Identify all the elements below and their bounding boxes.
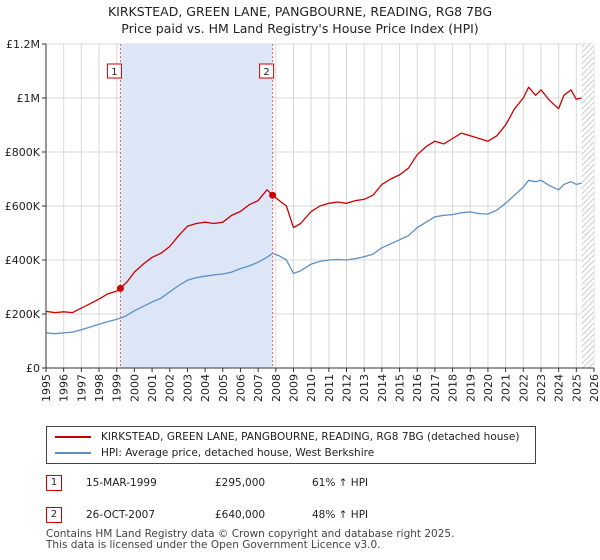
sale-point — [269, 191, 277, 199]
hpi-line — [45, 179, 582, 335]
x-tick-label: 2005 — [217, 374, 230, 402]
x-tick-label: 1999 — [111, 374, 124, 402]
sale-hpi-2: 48% ↑ HPI — [312, 509, 369, 521]
sale-marker-label: 2 — [263, 67, 269, 78]
property-price-line — [45, 86, 582, 314]
x-tick-label: 2002 — [164, 374, 177, 402]
x-tick-label: 2013 — [358, 374, 371, 402]
y-tick-label: £600K — [5, 200, 41, 213]
x-tick-label: 2009 — [287, 374, 300, 402]
y-tick-label: £1M — [17, 92, 41, 105]
x-tick-label: 2022 — [517, 374, 530, 402]
x-tick-label: 2000 — [128, 374, 141, 402]
sale-date-1: 15-MAR-1999 — [86, 477, 157, 489]
x-tick-label: 2006 — [234, 374, 247, 402]
x-tick-label: 2010 — [305, 374, 318, 402]
x-tick-label: 2003 — [181, 374, 194, 402]
sale-marker-box — [106, 63, 122, 79]
x-tick-label: 2001 — [146, 374, 159, 402]
x-tick-label: 2011 — [323, 374, 336, 402]
y-tick-label: £800K — [5, 146, 41, 159]
x-tick-label: 2012 — [341, 374, 354, 402]
x-tick-label: 2014 — [376, 374, 389, 402]
x-tick-label: 2007 — [252, 374, 265, 402]
y-tick-label: £0 — [26, 362, 40, 375]
y-tick-label: £400K — [5, 254, 41, 267]
chart-subtitle: Price paid vs. HM Land Registry's House … — [121, 21, 479, 36]
x-tick-label: 2017 — [429, 374, 442, 402]
legend-item-property: KIRKSTEAD, GREEN LANE, PANGBOURNE, READI… — [55, 431, 519, 443]
x-tick-label: 2024 — [553, 374, 566, 402]
sale-marker-box — [259, 63, 275, 79]
sale-date-2: 26-OCT-2007 — [86, 509, 155, 521]
footer-copyright: Contains HM Land Registry data © Crown c… — [46, 528, 455, 540]
x-tick-label: 2018 — [447, 374, 460, 402]
sale-marker-label: 1 — [111, 67, 117, 78]
x-tick-label: 2008 — [270, 374, 283, 402]
sale-number-1: 1 — [46, 475, 62, 491]
legend-swatch-property — [55, 436, 91, 438]
sale-price-2: £640,000 — [215, 509, 266, 521]
y-tick-label: £200K — [5, 308, 41, 321]
price-chart: 1 2 £0 £200K £400K £600K £800K £1M £1.2M 1995 199… — [5, 38, 600, 402]
footer-licence: This data is licensed under the Open Gov… — [46, 539, 381, 551]
x-tick-label: 1995 — [40, 374, 53, 402]
legend: KIRKSTEAD, GREEN LANE, PANGBOURNE, READI… — [46, 426, 536, 464]
x-tick-label: 2026 — [588, 374, 600, 402]
sale-number-2: 2 — [46, 507, 62, 523]
x-tick-label: 2021 — [500, 374, 513, 402]
legend-swatch-hpi — [55, 452, 91, 454]
legend-item-hpi: HPI: Average price, detached house, West… — [55, 447, 374, 459]
x-tick-label: 2023 — [535, 374, 548, 402]
x-tick-label: 1996 — [58, 374, 71, 402]
x-tick-label: 1998 — [93, 374, 106, 402]
x-tick-label: 1997 — [75, 374, 88, 402]
sale-hpi-1: 61% ↑ HPI — [312, 477, 369, 489]
x-tick-label: 2016 — [411, 374, 424, 402]
x-tick-label: 2019 — [464, 374, 477, 402]
x-tick-label: 2025 — [570, 374, 583, 402]
y-tick-label: £1.2M — [6, 38, 40, 51]
shaded-period — [120, 44, 273, 368]
legend-label-property: KIRKSTEAD, GREEN LANE, PANGBOURNE, READI… — [101, 431, 520, 443]
chart-title: KIRKSTEAD, GREEN LANE, PANGBOURNE, READI… — [107, 4, 493, 19]
legend-label-hpi: HPI: Average price, detached house, West… — [101, 447, 375, 459]
x-tick-label: 2004 — [199, 374, 212, 402]
footer: Contains HM Land Registry data © Crown c… — [46, 529, 454, 551]
hatched-region — [581, 44, 594, 368]
x-tick-label: 2015 — [394, 374, 407, 402]
sale-point — [116, 284, 124, 292]
sale-price-1: £295,000 — [215, 477, 266, 489]
x-tick-label: 2020 — [482, 374, 495, 402]
